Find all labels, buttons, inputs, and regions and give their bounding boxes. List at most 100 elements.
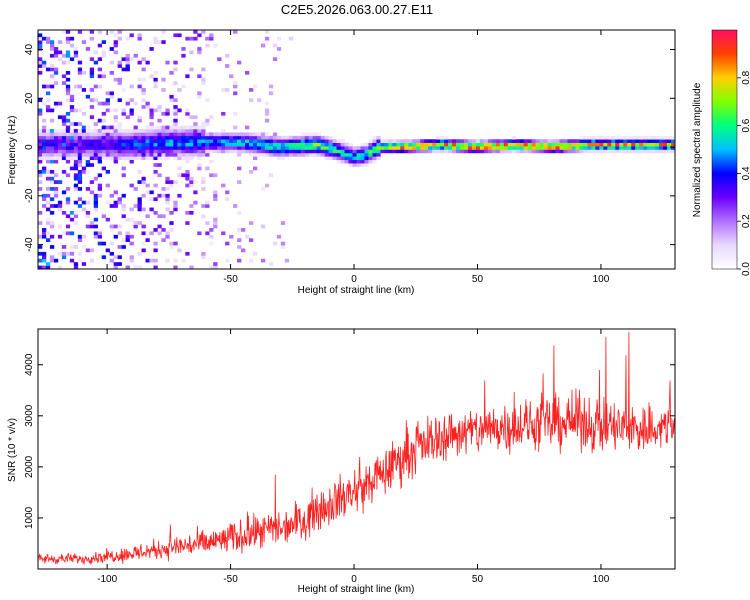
heatmap-cell [312, 146, 317, 150]
heatmap-cell [93, 217, 99, 222]
heatmap-cell [129, 135, 134, 140]
heatmap-cell [41, 251, 47, 256]
heatmap-cell [53, 159, 59, 164]
heatmap-cell [41, 255, 47, 260]
y-tick-label: 4000 [24, 353, 35, 376]
heatmap-cell [356, 156, 361, 161]
heatmap-cell [49, 197, 55, 202]
colorbar-tick-label: 0.2 [741, 214, 750, 228]
heatmap-cell [380, 149, 385, 154]
heatmap-cell [655, 135, 660, 140]
heatmap-cell [205, 36, 210, 41]
heatmap-cell [304, 142, 310, 147]
heatmap-cell [332, 156, 337, 161]
heatmap-cell [511, 146, 517, 150]
heatmap-cell [185, 152, 190, 157]
heatmap-cell [241, 149, 246, 154]
heatmap-cell [113, 142, 118, 147]
heatmap-cell [133, 139, 138, 143]
heatmap-cell [89, 105, 95, 109]
heatmap-cell [615, 149, 620, 154]
heatmap-cell [392, 146, 397, 150]
heatmap-cell [376, 149, 381, 154]
heatmap-cell [73, 262, 79, 266]
heatmap-cell [519, 139, 525, 143]
heatmap-cell [89, 258, 95, 263]
heatmap-cell [268, 149, 274, 154]
heatmap-cell [264, 111, 270, 116]
heatmap-cell [460, 139, 465, 143]
colorbar-label: Normalized spectral amplitude [692, 82, 703, 217]
heatmap-cell [77, 163, 83, 167]
heatmap-cell [117, 77, 122, 82]
heatmap-cell [201, 187, 206, 191]
heatmap-cell [173, 105, 178, 109]
heatmap-cell [97, 30, 102, 34]
heatmap-cell [129, 159, 134, 164]
heatmap-cell [535, 146, 540, 150]
heatmap-cell [663, 146, 668, 150]
heatmap-cell [471, 142, 477, 147]
spectrogram-x-ticks: -100 -50 0 50 100 [97, 30, 610, 285]
heatmap-cell [276, 139, 282, 143]
heatmap-cell [463, 146, 469, 150]
heatmap-cell [41, 132, 47, 137]
heatmap-cell [229, 139, 234, 143]
heatmap-cell [41, 101, 47, 106]
heatmap-cell [416, 149, 421, 154]
heatmap-cell [591, 149, 596, 154]
heatmap-cell [364, 156, 369, 161]
heatmap-cell [388, 146, 393, 150]
heatmap-cell [173, 111, 178, 116]
heatmap-cell [185, 135, 190, 140]
heatmap-cell [428, 142, 433, 147]
heatmap-cell [69, 43, 75, 48]
heatmap-cell [57, 265, 63, 270]
heatmap-cell [61, 135, 67, 140]
heatmap-cell [101, 40, 106, 44]
heatmap-cell [117, 224, 122, 229]
heatmap-cell [109, 204, 114, 208]
y-tick-label: 0 [24, 144, 35, 150]
heatmap-cell [264, 132, 270, 137]
heatmap-cell [448, 142, 453, 147]
heatmap-cell [65, 139, 71, 143]
heatmap-cell [133, 132, 138, 137]
heatmap-cell [181, 146, 186, 150]
heatmap-cell [105, 108, 110, 113]
heatmap-cell [336, 152, 341, 157]
heatmap-cell [38, 146, 43, 150]
y-tick-label: 1000 [24, 506, 35, 529]
heatmap-cell [89, 115, 95, 120]
heatmap-cell [237, 258, 242, 263]
heatmap-cell [400, 146, 405, 150]
heatmap-cell [579, 135, 584, 140]
heatmap-cell [209, 234, 214, 239]
heatmap-cell [205, 200, 210, 205]
heatmap-cell [145, 152, 150, 157]
heatmap-cell [197, 91, 202, 96]
heatmap-cell [81, 262, 87, 266]
heatmap-cell [463, 142, 469, 147]
heatmap-cell [368, 156, 373, 161]
heatmap-cell [125, 238, 130, 242]
heatmap-cell [61, 210, 67, 215]
heatmap-cell [93, 135, 99, 140]
heatmap-cell [527, 142, 532, 147]
heatmap-cell [85, 200, 91, 205]
heatmap-cell [213, 149, 218, 154]
heatmap-cell [65, 149, 71, 154]
colorbar-tick-label: 0.0 [741, 262, 750, 276]
heatmap-cell [89, 67, 95, 72]
heatmap-cell [101, 53, 106, 58]
heatmap-cell [69, 36, 75, 41]
heatmap-cell [53, 193, 59, 198]
heatmap-cell [49, 40, 55, 44]
heatmap-cell [121, 111, 126, 116]
heatmap-cell [268, 139, 274, 143]
heatmap-cell [73, 152, 79, 157]
heatmap-cell [153, 146, 158, 150]
heatmap-cell [149, 135, 154, 140]
heatmap-cell [209, 228, 214, 232]
heatmap-cell [73, 132, 79, 137]
